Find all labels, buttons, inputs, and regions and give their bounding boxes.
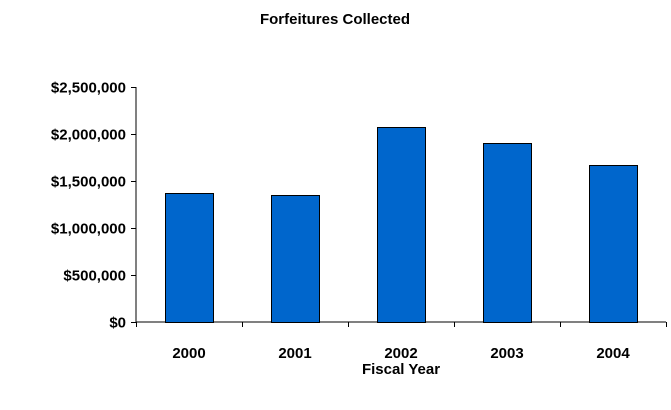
x-tick-label: 2002 (384, 345, 417, 362)
bar-2003 (483, 143, 532, 323)
x-tick-label: 2004 (596, 345, 630, 362)
bar-2000 (165, 193, 214, 323)
y-tick-label: $2,500,000 (51, 80, 126, 97)
bar-2004 (589, 165, 638, 323)
y-tick-label: $0 (109, 315, 126, 332)
x-tick-label: 2003 (490, 345, 523, 362)
x-tick-label: 2001 (278, 345, 311, 362)
x-axis-ticks: 2000 2001 2002 2003 2004 (136, 322, 667, 362)
x-tick-label: 2000 (172, 345, 205, 362)
y-tick-label: $2,000,000 (51, 127, 126, 144)
x-axis-title: Fiscal Year (362, 361, 440, 378)
y-tick-label: $1,500,000 (51, 174, 126, 191)
bar-2001 (271, 195, 320, 323)
y-tick-label: $1,000,000 (51, 221, 126, 238)
bars-group (165, 127, 638, 323)
y-axis-ticks: $0 $500,000 $1,000,000 $1,500,000 $2,000,000… (51, 80, 136, 332)
y-tick-label: $500,000 (63, 268, 126, 285)
bar-2002 (377, 127, 426, 323)
chart-title: Forfeitures Collected (260, 11, 410, 28)
